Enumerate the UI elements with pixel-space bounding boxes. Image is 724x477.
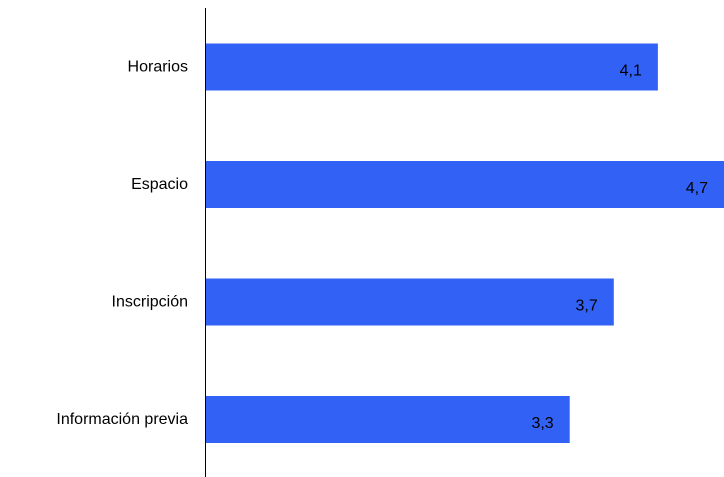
value-label-2: 3,7 (576, 298, 598, 315)
category-label-1: Espacio (131, 176, 188, 193)
bar-2 (206, 278, 614, 326)
bars-group (206, 43, 724, 443)
bar-0 (206, 43, 658, 91)
category-label-2: Inscripción (112, 294, 188, 311)
bar-1 (206, 161, 724, 208)
value-label-0: 4,1 (620, 63, 642, 80)
bar-3 (206, 396, 570, 443)
value-labels-group: 4,1 4,7 3,7 3,3 (531, 63, 708, 433)
value-label-1: 4,7 (686, 180, 708, 197)
value-label-3: 3,3 (531, 415, 553, 432)
category-labels-group: Horarios Espacio Inscripción Información pr… (56, 59, 188, 429)
category-label-3: Información previa (56, 411, 188, 428)
category-label-0: Horarios (128, 59, 188, 76)
